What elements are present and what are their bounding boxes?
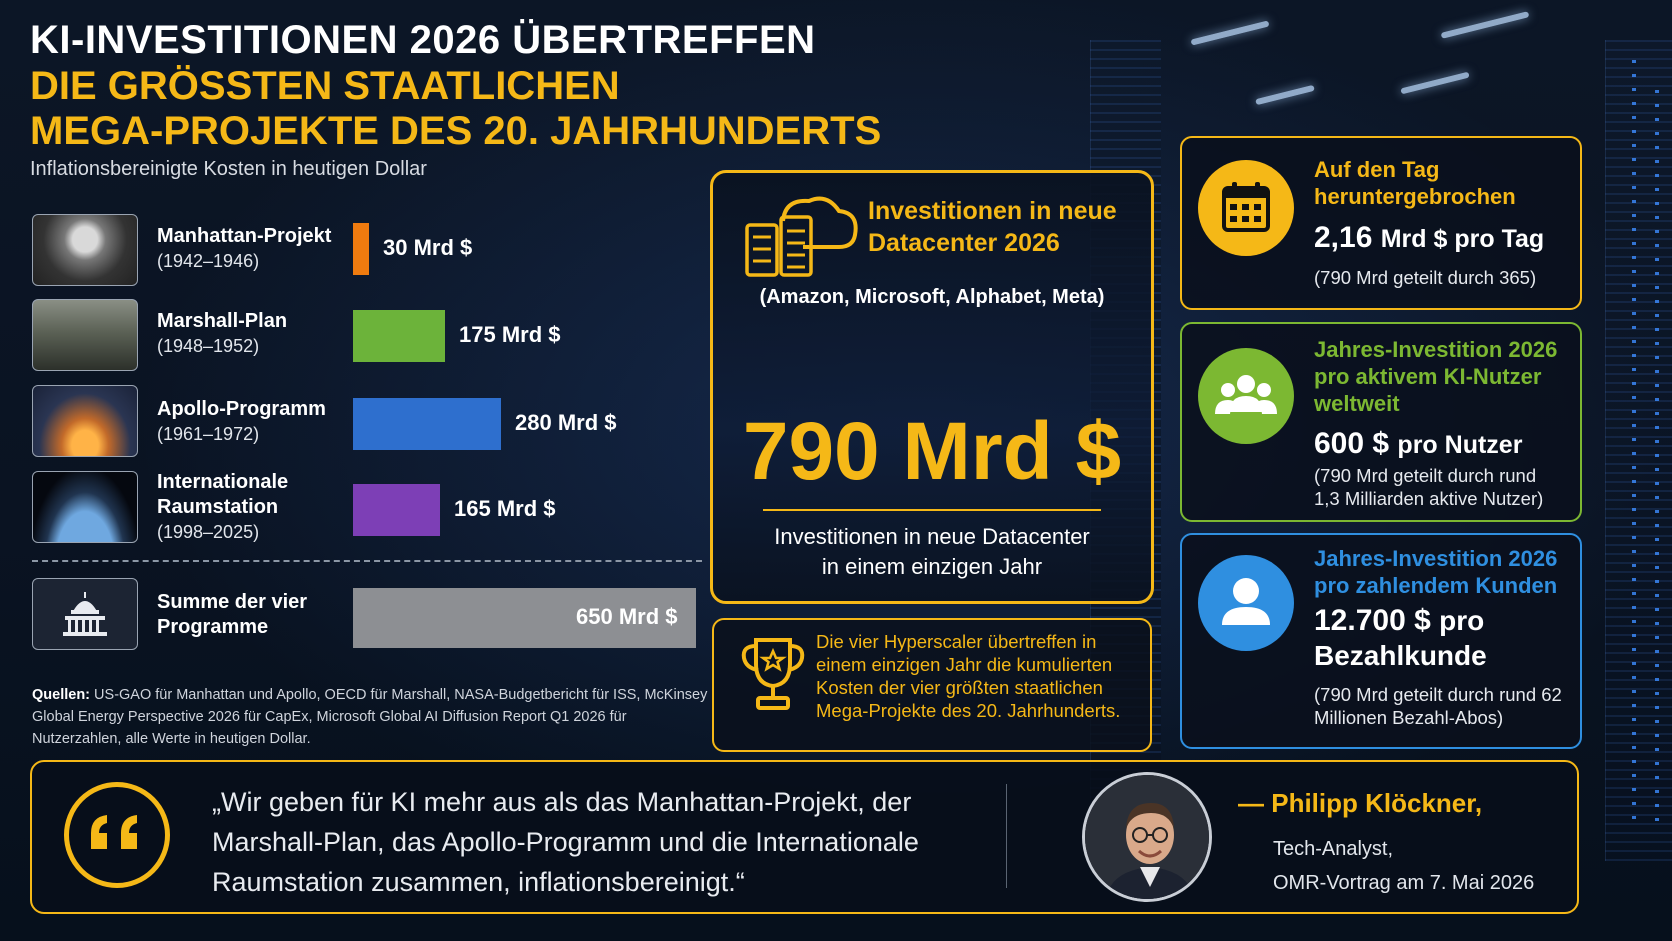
category-label: Internationale Raumstation [157,471,289,518]
category-label: Manhattan-Projekt [157,225,332,247]
bar-value-label-1: 175 Mrd $ [459,322,561,347]
server-rack [1605,40,1672,861]
bar-3 [353,484,440,536]
hyperscaler-names: (Amazon, Microsoft, Alphabet, Meta) [759,286,1105,308]
category-label: Apollo-Programm [157,398,326,420]
server-leds [1655,90,1659,821]
bar-2 [353,398,501,450]
card-note: (790 Mrd geteilt durch rund 1,3 Milliard… [1314,465,1544,509]
row-label-apollo: Apollo-Programm (1961–1972) [157,397,326,447]
headline-line-3: MEGA-PROJEKTE DES 20. JAHRHUNDERTS [30,109,882,153]
caption-line-1: Investitionen in neue Datacenter [774,524,1090,549]
trophy-card: Die vier Hyperscaler übertreffen in eine… [712,618,1152,752]
datacenter-caption: Investitionen in neue Datacenter in eine… [713,522,1151,582]
sources-label: Quellen: [32,687,91,703]
row-label-iss: Internationale Raumstation (1998–2025) [157,470,317,545]
author-role: Tech-Analyst, OMR-Vortrag am 7. Mai 2026 [1273,832,1534,900]
headline-line-1: KI-INVESTITIONEN 2026 ÜBERTREFFEN [30,18,816,62]
quote-glyph [91,815,137,849]
per-user-value: 600 $ [1314,427,1390,460]
years-label: (1998–2025) [157,522,260,542]
server-leds [1632,60,1636,821]
user-icon [1222,578,1270,625]
per-day-value: 2,16 [1314,221,1373,254]
category-label: Marshall-Plan [157,310,288,332]
card-value: 12.700 $ pro Bezahlkunde [1314,603,1524,673]
calendar-icon [1222,182,1270,232]
total-label: Summe der vier Programme [157,591,308,638]
bar-total-value-label: 650 Mrd $ [576,604,678,629]
card-per-customer: Jahres-Investition 2026 pro zahlendem Ku… [1180,533,1582,749]
quote-text: „Wir geben für KI mehr aus als das Manha… [212,787,919,897]
headline-line-2: DIE GRÖSSTEN STAATLICHEN [30,64,620,108]
datacenter-cloud-icon [745,196,858,277]
chart-divider [32,560,702,562]
bar-value-label-2: 280 Mrd $ [515,410,617,435]
quote-author: — Philipp Klöckner, [1238,788,1483,818]
card-per-day: Auf den Tag heruntergebrochen 2,16 Mrd $… [1180,136,1582,310]
quote-box: „Wir geben für KI mehr aus als das Manha… [30,760,1579,914]
sources: Quellen: US-GAO für Manhattan und Apollo… [32,684,712,750]
years-label: (1948–1952) [157,336,260,356]
author-role-line-1: Tech-Analyst, [1273,838,1394,860]
row-label-manhattan: Manhattan-Projekt (1942–1946) [157,224,331,274]
datacenter-card: Investitionen in neue Datacenter 2026 (A… [710,170,1154,604]
card-value: 600 $ pro Nutzer [1314,426,1522,463]
card-title: Jahres-Investition 2026 pro zahlendem Ku… [1314,546,1558,598]
per-customer-value: 12.700 $ [1314,604,1431,637]
card-title: Jahres-Investition 2026 pro aktivem KI-N… [1314,337,1558,416]
years-label: (1961–1972) [157,424,260,444]
quote-mark-icon [64,782,170,888]
row-label-marshall: Marshall-Plan (1948–1952) [157,309,287,359]
card-note: (790 Mrd geteilt durch rund 62 Millionen… [1314,684,1562,728]
users-icon-circle [1198,348,1294,444]
bar-1 [353,310,445,362]
apollo-rocket-image [32,385,138,457]
capitol-image [32,578,138,650]
years-label: (1942–1946) [157,251,260,271]
bar-value-label-3: 165 Mrd $ [454,496,556,521]
datacenter-amount: 790 Mrd $ [742,406,1122,497]
users-icon [1215,375,1277,414]
per-user-unit: pro Nutzer [1397,431,1523,459]
user-icon-circle [1198,555,1294,651]
card-note: (790 Mrd geteilt durch 365) [1314,267,1537,288]
card-value: 2,16 Mrd $ pro Tag [1314,220,1544,257]
card-per-user: Jahres-Investition 2026 pro aktivem KI-N… [1180,322,1582,522]
amount-underline [763,509,1101,511]
bar-total [353,588,696,648]
portrait-image [1085,775,1209,899]
quote-separator [1006,784,1007,888]
card-title: Auf den Tag heruntergebrochen [1314,157,1516,209]
author-portrait [1082,772,1212,902]
trophy-icon [741,638,805,710]
marshall-plan-image [32,299,138,371]
per-customer-unit: pro Bezahlkunde [1314,605,1487,671]
per-day-unit: Mrd $ pro Tag [1380,225,1545,253]
bar-0 [353,223,369,275]
chart-subtitle: Inflationsbereinigte Kosten in heutigen … [30,158,427,180]
calendar-icon-circle [1198,160,1294,256]
headline-yellow: DIE GRÖSSTEN STAATLICHEN MEGA-PROJEKTE D… [30,64,881,154]
trophy-text: Die vier Hyperscaler übertreffen in eine… [816,631,1121,721]
datacenter-title: Investitionen in neue Datacenter 2026 [868,197,1117,257]
manhattan-project-image [32,214,138,286]
caption-line-2: in einem einzigen Jahr [821,554,1043,579]
author-role-line-2: OMR-Vortrag am 7. Mai 2026 [1273,872,1535,894]
space-station-image [32,471,138,543]
sources-text: US-GAO für Manhattan und Apollo, OECD fü… [32,687,708,747]
bar-value-label-0: 30 Mrd $ [383,235,473,260]
capitol-icon [63,592,107,636]
